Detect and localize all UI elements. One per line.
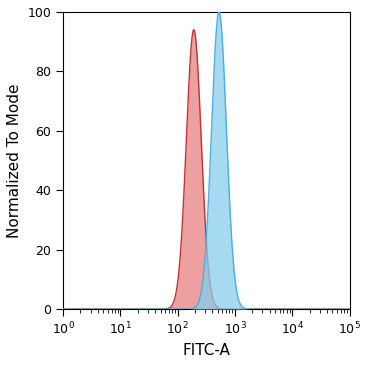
Y-axis label: Normalized To Mode: Normalized To Mode: [7, 83, 22, 238]
X-axis label: FITC-A: FITC-A: [183, 343, 230, 358]
